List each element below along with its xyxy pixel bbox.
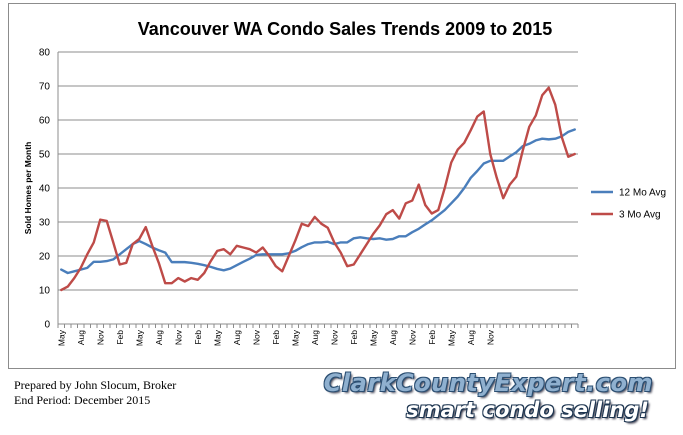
x-tick-label: Feb — [349, 330, 359, 345]
brand-site-text: ClarkCountyExpert.com — [323, 369, 653, 397]
y-tick-label: 20 — [39, 252, 51, 263]
legend-label: 3 Mo Avg — [619, 210, 661, 221]
brand-tagline-text: smart condo selling! — [406, 398, 649, 422]
x-tick-label: Aug — [466, 330, 476, 345]
y-tick-label: 70 — [39, 82, 51, 93]
x-tick-label: May — [446, 329, 456, 346]
y-axis-label: Sold Homes per Month — [23, 142, 33, 235]
series-line-2 — [60, 86, 576, 292]
x-tick-label: May — [134, 329, 144, 346]
x-tick-label: Nov — [251, 329, 261, 345]
series-lines — [60, 86, 576, 292]
x-tick-label: Nov — [95, 329, 105, 345]
y-tick-label: 50 — [39, 150, 51, 161]
y-tick-label: 10 — [39, 286, 51, 297]
x-tick-label: Nov — [329, 329, 339, 345]
x-tick-label: Nov — [485, 329, 495, 345]
y-tick-label: 0 — [44, 320, 50, 331]
x-tick-label: Nov — [173, 329, 183, 345]
chart-frame: Vancouver WA Condo Sales Trends 2009 to … — [8, 3, 676, 369]
x-tick-label: Aug — [388, 330, 398, 345]
y-tick-label: 40 — [39, 184, 51, 195]
x-tick-label: Aug — [232, 330, 242, 345]
prepared-by-text: Prepared by John Slocum, Broker — [14, 378, 177, 392]
legend: 12 Mo Avg 3 Mo Avg — [591, 188, 666, 221]
x-tick-label: May — [290, 329, 300, 346]
x-tick-label: May — [212, 329, 222, 346]
footer-credits: Prepared by John Slocum, Broker End Peri… — [14, 378, 176, 408]
chart-title: Vancouver WA Condo Sales Trends 2009 to … — [138, 19, 553, 39]
x-tick-label: Feb — [427, 330, 437, 345]
x-tick-label: Aug — [76, 330, 86, 345]
axes: 0 10 20 30 40 50 60 70 80 May Aug Nov Feb May Aug Nov Fe… — [39, 48, 579, 346]
series-line-1 — [60, 128, 576, 275]
end-period-text: End Period: December 2015 — [14, 393, 151, 407]
x-tick-label: Nov — [407, 329, 417, 345]
x-tick-label: May — [56, 329, 66, 346]
gridlines — [58, 51, 578, 325]
x-tick-label: Feb — [271, 330, 281, 345]
y-tick-label: 80 — [39, 48, 51, 59]
brand-logo: ClarkCountyExpert.com smart condo sellin… — [324, 369, 653, 423]
y-tick-label: 60 — [39, 116, 51, 127]
x-tick-label: Feb — [115, 330, 125, 345]
x-tick-label: Aug — [310, 330, 320, 345]
x-tick-label: May — [368, 329, 378, 346]
line-chart: Vancouver WA Condo Sales Trends 2009 to … — [23, 19, 666, 346]
x-tick-label: Aug — [154, 330, 164, 345]
x-tick-label: Feb — [193, 330, 203, 345]
legend-label: 12 Mo Avg — [619, 188, 666, 199]
y-tick-label: 30 — [39, 218, 51, 229]
